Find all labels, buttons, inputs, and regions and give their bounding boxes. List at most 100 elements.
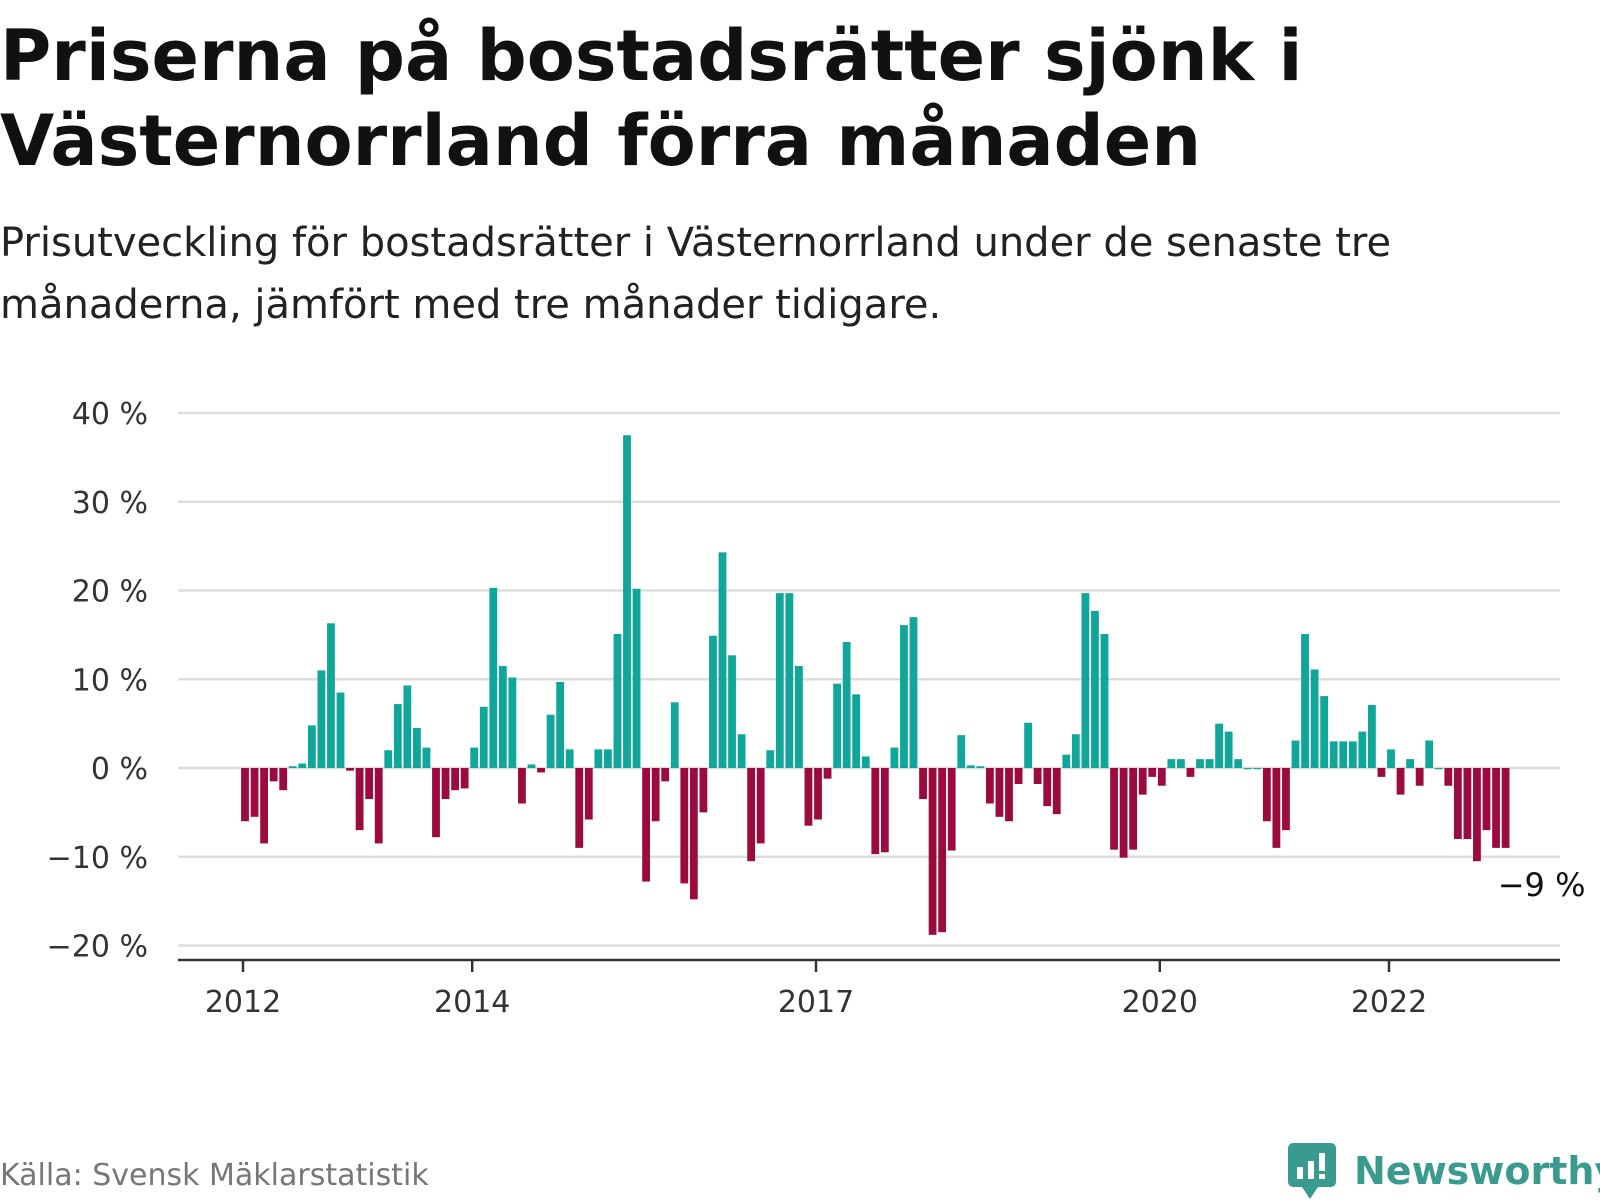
- bar: [460, 768, 469, 789]
- bar: [642, 768, 650, 882]
- bar: [604, 749, 612, 768]
- bar: [1301, 633, 1309, 768]
- bar: [1387, 749, 1395, 768]
- chart-subtitle: Prisutveckling för bostadsrätter i Väste…: [0, 220, 1392, 328]
- source-note: Källa: Svensk Mäklarstatistik: [0, 1158, 429, 1193]
- bar: [1396, 768, 1405, 795]
- bar: [1310, 669, 1319, 768]
- bar: [546, 714, 555, 768]
- last-value-label-halo: −9 %: [1498, 866, 1586, 904]
- bar: [1492, 768, 1500, 848]
- bar: [527, 764, 536, 768]
- bar: [422, 747, 431, 768]
- bar: [1205, 759, 1214, 769]
- bar: [479, 706, 488, 768]
- bar: [795, 665, 803, 768]
- grid-lines: [178, 411, 1560, 947]
- bar: [403, 685, 412, 768]
- bar: [1339, 741, 1348, 769]
- bar: [1224, 731, 1233, 768]
- bar: [852, 694, 861, 768]
- bar: [680, 768, 689, 884]
- bar: [689, 768, 698, 900]
- bar: [756, 768, 765, 844]
- bar: [575, 768, 584, 848]
- bar: [1177, 759, 1185, 769]
- bar: [260, 768, 268, 844]
- bar: [1081, 593, 1090, 768]
- bar: [451, 768, 459, 791]
- bar: [565, 749, 574, 768]
- bar: [384, 750, 393, 768]
- bar: [298, 763, 307, 768]
- bar: [1291, 740, 1300, 768]
- bar: [1157, 768, 1166, 786]
- bar: [909, 617, 918, 769]
- bar: [1482, 768, 1491, 831]
- x-tick-label: 2022: [1351, 985, 1427, 1020]
- bar: [1262, 768, 1271, 822]
- bar: [1463, 768, 1472, 839]
- bar: [1110, 768, 1118, 850]
- bar: [374, 768, 383, 844]
- bar: [623, 435, 631, 768]
- bar: [1272, 768, 1281, 848]
- bar: [537, 768, 545, 773]
- bar: [1043, 768, 1052, 807]
- y-tick-label: −10 %: [47, 841, 148, 876]
- y-tick-label: 0 %: [91, 752, 148, 787]
- y-tick-label: 20 %: [72, 575, 148, 610]
- bar: [518, 768, 526, 804]
- bar: [508, 677, 517, 768]
- bar: [670, 702, 679, 768]
- bar: [880, 768, 889, 853]
- bar: [766, 750, 775, 768]
- bar: [871, 768, 880, 855]
- bar: [1024, 722, 1032, 768]
- bar: [1415, 768, 1424, 786]
- bar: [699, 768, 708, 813]
- bar: [1425, 740, 1434, 768]
- y-tick-label: −20 %: [47, 930, 148, 965]
- bar: [957, 735, 966, 768]
- bar: [355, 768, 364, 831]
- bar: [1062, 754, 1071, 768]
- bar: [1444, 768, 1453, 786]
- bar: [1215, 723, 1223, 769]
- x-tick-label: 2012: [205, 985, 281, 1020]
- bar: [307, 725, 316, 768]
- bar: [1320, 696, 1329, 768]
- bar: [1014, 768, 1023, 784]
- bar: [432, 768, 440, 838]
- bar: [584, 768, 593, 820]
- bar: [336, 692, 345, 768]
- bar: [556, 681, 565, 768]
- bar: [250, 768, 259, 817]
- bar: [470, 747, 479, 768]
- bar: [1453, 768, 1462, 839]
- bar: [1033, 768, 1042, 784]
- y-tick-label: 40 %: [72, 397, 148, 432]
- bar-chart: 40 % 30 % 20 % 10 % 0 % −10 % −20 % 2012 2014 201…: [47, 397, 1589, 1020]
- bar: [775, 593, 784, 768]
- bar: [327, 623, 335, 768]
- bar: [737, 734, 746, 768]
- bar: [976, 766, 985, 768]
- bar: [365, 768, 374, 800]
- bar: [498, 665, 507, 768]
- bar: [928, 768, 937, 935]
- bar: [1243, 768, 1252, 770]
- newsworthy-logo-text: Newsworthy: [1354, 1149, 1600, 1193]
- bar: [489, 587, 498, 768]
- y-tick-label: 10 %: [72, 663, 148, 698]
- bar: [804, 768, 813, 826]
- x-tick-label: 2020: [1122, 985, 1198, 1020]
- x-tick-label: 2017: [778, 985, 854, 1020]
- y-tick-label: 30 %: [72, 486, 148, 521]
- bar: [1234, 759, 1243, 769]
- bar: [1348, 741, 1357, 769]
- bar: [279, 768, 288, 791]
- bar: [1129, 768, 1138, 850]
- bar: [986, 768, 994, 804]
- x-tick-label: 2014: [434, 985, 510, 1020]
